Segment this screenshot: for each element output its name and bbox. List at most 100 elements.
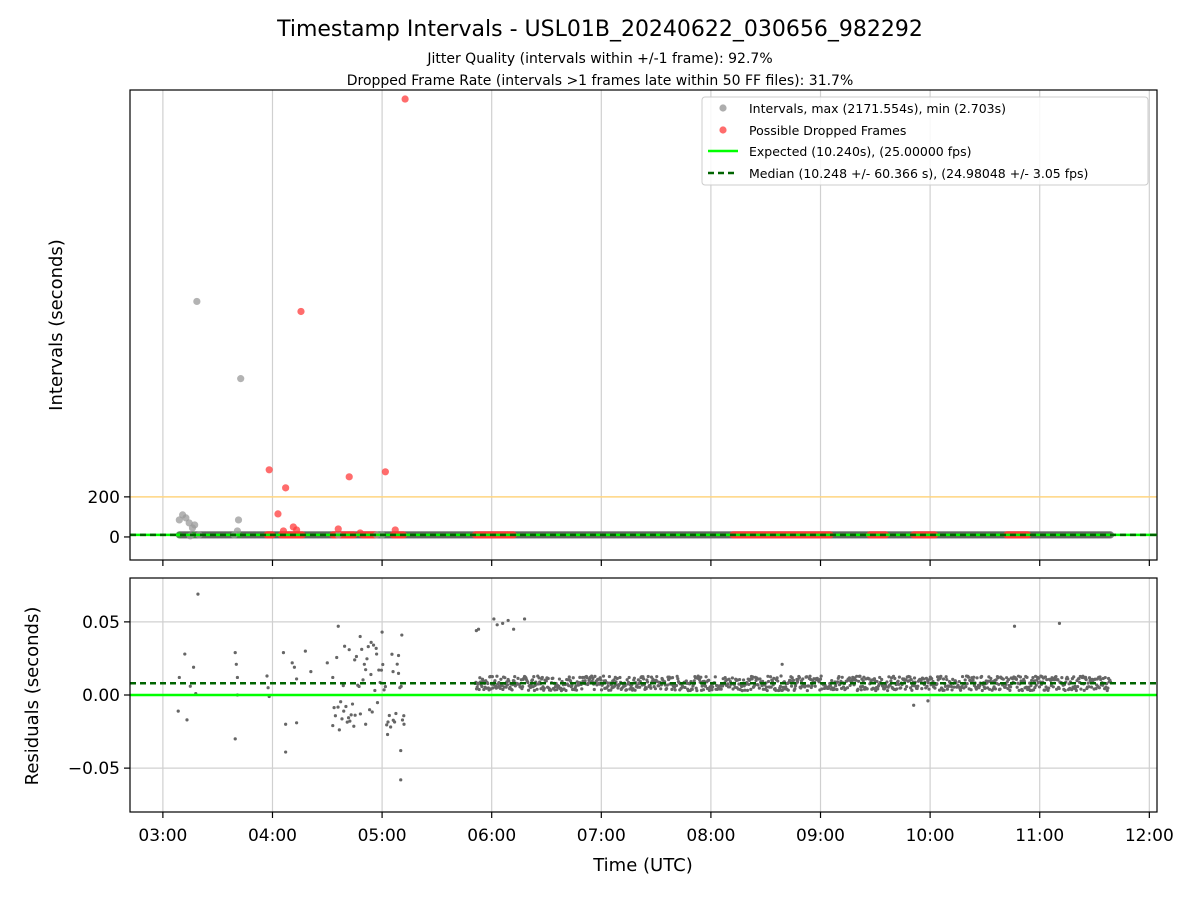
residual-point: [1031, 676, 1035, 680]
residual-point: [612, 678, 616, 682]
residual-point: [512, 679, 516, 683]
residual-point: [861, 679, 865, 683]
residual-point: [185, 718, 189, 722]
x-tick-label: 03:00: [138, 826, 187, 846]
residual-point: [730, 676, 734, 680]
residual-point: [1003, 685, 1007, 689]
residual-point: [1043, 688, 1047, 692]
residual-point: [964, 685, 968, 689]
residual-point: [897, 675, 902, 679]
legend-expected-label: Expected (10.240s), (25.00000 fps): [749, 144, 971, 159]
residual-point: [875, 679, 879, 684]
residual-point: [386, 720, 390, 724]
residual-point: [922, 677, 926, 681]
residual-point: [910, 688, 914, 692]
residual-point: [766, 679, 771, 684]
residual-point: [375, 701, 380, 705]
residual-point: [655, 674, 659, 679]
residual-point: [711, 685, 715, 689]
residual-point: [364, 668, 368, 672]
residual-point: [399, 684, 403, 688]
residual-point: [1014, 677, 1019, 681]
residual-point: [1074, 688, 1078, 693]
residual-point: [927, 687, 931, 691]
residual-point: [909, 677, 913, 682]
residual-point: [1032, 679, 1036, 683]
residual-point: [700, 684, 704, 688]
residual-point: [944, 675, 948, 679]
residual-point: [880, 677, 884, 682]
residual-point: [385, 732, 390, 737]
legend-dropped-marker: [719, 126, 727, 134]
residual-point: [1008, 685, 1013, 689]
residual-point: [793, 687, 797, 691]
interval-point: [233, 527, 242, 535]
residual-point: [342, 709, 346, 713]
legend-dropped-label: Possible Dropped Frames: [749, 123, 906, 138]
residual-point: [583, 679, 587, 683]
residual-point: [945, 677, 949, 682]
residual-point: [993, 687, 998, 691]
residual-point: [606, 684, 610, 688]
residual-point: [989, 676, 993, 681]
residual-point: [522, 617, 527, 621]
residual-point: [715, 683, 719, 688]
residual-point: [337, 728, 341, 732]
residual-point: [339, 700, 343, 704]
residual-point: [366, 644, 370, 649]
residual-point: [779, 674, 783, 678]
residual-point: [939, 674, 943, 678]
bottom-y-tick-label: 0.05: [82, 613, 120, 633]
residual-point: [348, 719, 352, 723]
residual-point: [486, 681, 490, 686]
residual-point: [196, 592, 200, 596]
residual-point: [539, 687, 543, 691]
residual-point: [574, 688, 579, 692]
residual-point: [965, 682, 969, 686]
residual-point: [188, 684, 192, 688]
residual-point: [683, 685, 687, 690]
residual-point: [615, 676, 619, 681]
residual-point: [512, 627, 516, 631]
residual-point: [1072, 675, 1076, 679]
residual-point: [749, 687, 753, 691]
residual-point: [1060, 676, 1064, 680]
dropped-frame-point: [279, 527, 288, 535]
residual-point: [835, 687, 839, 692]
residual-point: [834, 684, 838, 688]
residual-point: [549, 688, 553, 692]
interval-point: [191, 521, 199, 529]
bottom-y-tick-label: 0.00: [82, 686, 120, 706]
residual-point: [497, 681, 501, 685]
x-tick-label: 10:00: [906, 826, 955, 846]
residual-point: [369, 672, 373, 677]
residual-point: [362, 662, 366, 666]
residual-point: [395, 662, 399, 666]
residual-point: [542, 686, 546, 690]
dropped-frame-point: [265, 466, 273, 474]
residual-point: [476, 627, 481, 631]
residual-point: [535, 687, 539, 691]
residual-point: [499, 677, 503, 681]
residual-point: [345, 720, 349, 724]
residual-point: [585, 676, 589, 680]
top-y-tick-label: 200: [88, 488, 120, 508]
residual-point: [336, 705, 340, 709]
residual-point: [564, 688, 568, 693]
residual-point: [820, 687, 824, 691]
residual-point: [477, 687, 481, 692]
legend-median-label: Median (10.248 +/- 60.366 s), (24.98048 …: [749, 166, 1088, 181]
residual-point: [1025, 675, 1029, 679]
residual-point: [848, 683, 852, 688]
residual-point: [387, 713, 391, 718]
residual-point: [830, 678, 834, 683]
residual-point: [803, 684, 807, 688]
residual-point: [1012, 624, 1017, 628]
dropped-frame-point: [274, 510, 282, 518]
residual-point: [526, 680, 530, 685]
residual-point: [705, 686, 709, 691]
chart-subtitle-dropped: Dropped Frame Rate (intervals >1 frames …: [347, 73, 854, 89]
residual-point: [790, 676, 794, 680]
dropped-frame-point: [401, 95, 409, 103]
residual-point: [495, 674, 499, 678]
